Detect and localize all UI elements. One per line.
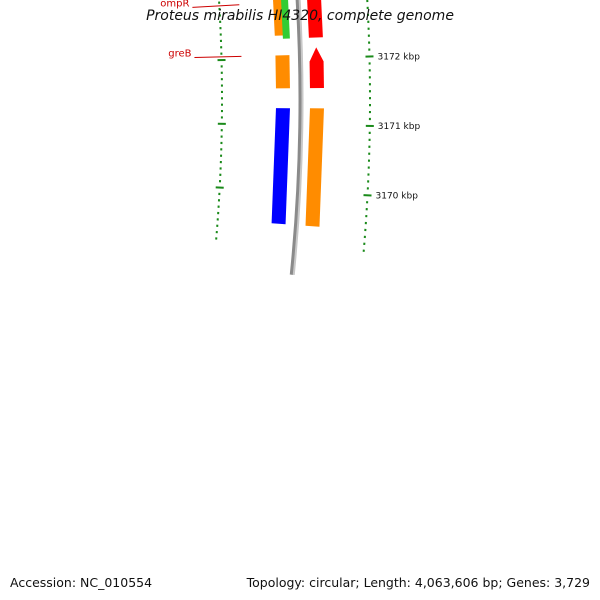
scale-label: 3172 kbp	[378, 52, 421, 62]
gene-label-leader	[192, 4, 240, 8]
cds-feature	[281, 0, 290, 39]
cds-feature	[305, 108, 324, 227]
inner-scale-ticks	[215, 1, 226, 240]
cds-feature	[275, 55, 290, 89]
backbone-line	[289, 0, 302, 275]
cds-feature	[307, 0, 323, 38]
feature-track	[271, 0, 324, 227]
scale-label: 3170 kbp	[376, 192, 419, 202]
gene-label: ompR	[160, 0, 189, 9]
gene-label-layer: pstApstCpstSenvZompRgreB	[160, 0, 242, 60]
gene-label-leader	[194, 55, 242, 59]
genome-summary: Topology: circular; Length: 4,063,606 bp…	[246, 575, 590, 590]
cds-feature	[309, 47, 324, 89]
cds-feature	[271, 108, 290, 225]
gene-label: greB	[168, 49, 191, 60]
accession-label: Accession: NC_010554	[10, 575, 153, 590]
backbone	[289, 0, 304, 276]
backbone-shadow	[291, 0, 304, 276]
scale-label-layer: 3178 kbp3177 kbp3176 kbp3175 kbp3174 kbp…	[376, 52, 421, 202]
outer-scale-ticks	[362, 0, 374, 252]
map-title: Proteus mirabilis HI4320, complete genom…	[146, 8, 454, 24]
scale-label: 3171 kbp	[378, 122, 421, 132]
